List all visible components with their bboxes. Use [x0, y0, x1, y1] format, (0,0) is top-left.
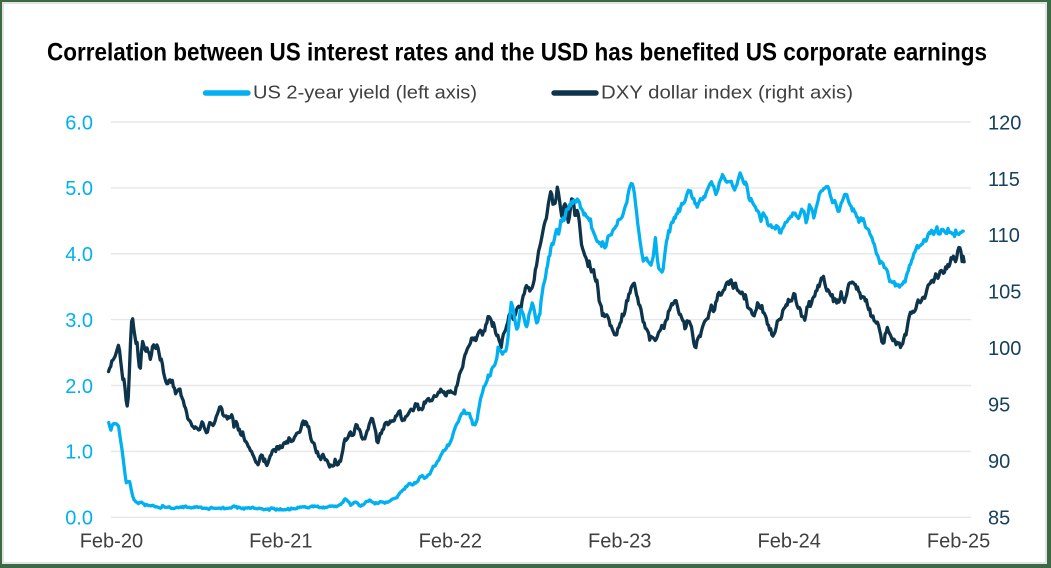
svg-text:Feb-24: Feb-24: [758, 531, 821, 553]
svg-text:Feb-25: Feb-25: [927, 531, 990, 553]
svg-text:100: 100: [988, 338, 1021, 360]
svg-text:Correlation between US interes: Correlation between US interest rates an…: [47, 39, 987, 67]
svg-text:Feb-20: Feb-20: [80, 531, 143, 553]
svg-text:1.0: 1.0: [65, 442, 93, 464]
svg-text:95: 95: [988, 395, 1010, 417]
svg-text:4.0: 4.0: [65, 244, 93, 266]
svg-text:5.0: 5.0: [65, 178, 93, 200]
svg-text:115: 115: [988, 169, 1020, 191]
svg-text:105: 105: [988, 282, 1021, 304]
svg-text:Feb-22: Feb-22: [419, 531, 482, 553]
svg-text:3.0: 3.0: [65, 310, 93, 332]
svg-text:US 2-year yield (left axis): US 2-year yield (left axis): [253, 82, 477, 103]
svg-text:Feb-23: Feb-23: [588, 531, 651, 553]
svg-text:85: 85: [988, 508, 1010, 530]
svg-text:6.0: 6.0: [65, 112, 93, 134]
svg-text:DXY dollar index (right axis): DXY dollar index (right axis): [601, 82, 853, 103]
svg-text:2.0: 2.0: [65, 376, 93, 398]
svg-text:0.0: 0.0: [65, 508, 93, 530]
svg-text:110: 110: [988, 225, 1020, 247]
svg-text:120: 120: [988, 112, 1021, 134]
svg-text:Feb-21: Feb-21: [249, 531, 312, 553]
svg-text:90: 90: [988, 451, 1010, 473]
